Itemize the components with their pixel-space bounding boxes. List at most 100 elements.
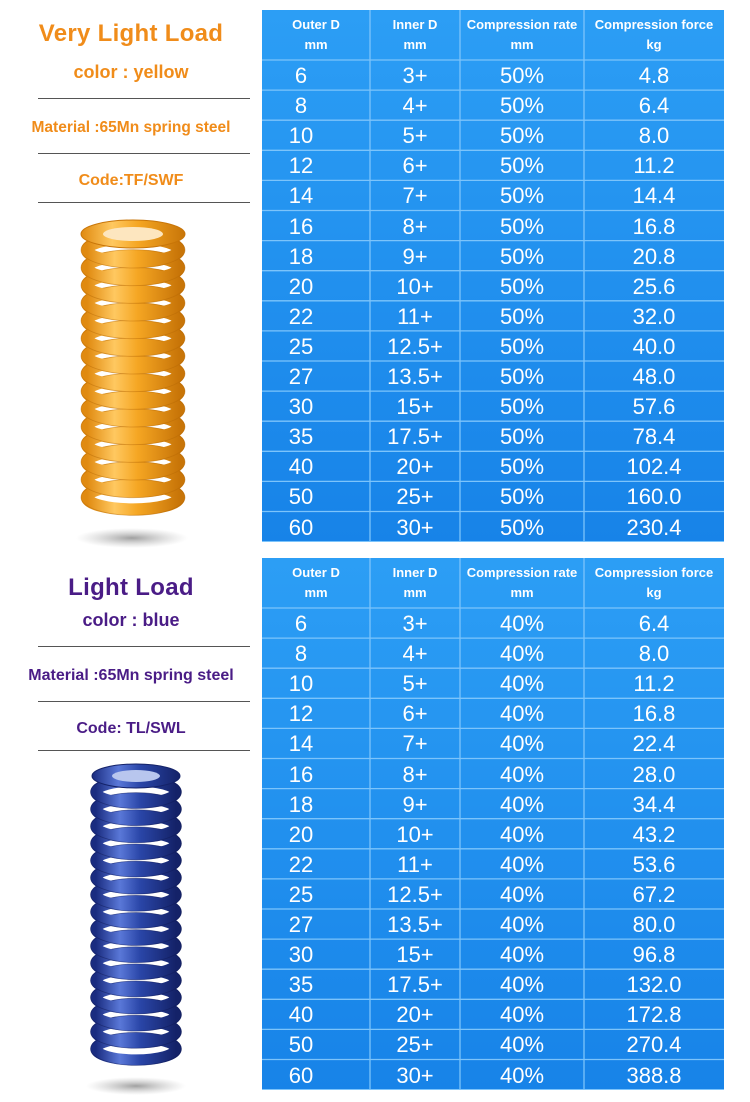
cell-compression-force: 78.4 — [632, 424, 676, 450]
cell-outer-d: 40 — [288, 1002, 314, 1028]
cell-compression-force: 80.0 — [632, 912, 676, 937]
table-row: 40 20+ 40% 172.8 — [262, 999, 724, 1029]
color-label: color : yellow — [73, 62, 189, 82]
cell-inner-d: 11+ — [397, 851, 433, 877]
cell-compression-force: 8.0 — [638, 641, 670, 667]
cell-compression-rate: 40% — [499, 942, 545, 968]
blue-spring-image — [86, 763, 186, 1095]
column-header-unit: mm — [403, 585, 427, 600]
cell-compression-force: 4.8 — [638, 63, 670, 88]
cell-compression-rate: 50% — [499, 153, 545, 179]
table-background — [262, 10, 724, 542]
cell-outer-d: 14 — [288, 731, 314, 757]
cell-outer-d: 18 — [288, 791, 314, 817]
spring-coil — [81, 461, 185, 498]
cell-outer-d: 18 — [288, 243, 314, 269]
column-header-inner-d: Inner D mm — [370, 15, 460, 55]
cell-outer-d: 20 — [288, 821, 314, 847]
cell-inner-d: 5+ — [402, 123, 428, 149]
cell-compression-rate: 50% — [499, 484, 545, 510]
cell-inner-d: 30+ — [396, 1062, 434, 1088]
divider — [38, 202, 250, 203]
cell-compression-rate: 50% — [499, 183, 545, 209]
table-row: 8 4+ 40% 8.0 — [262, 638, 724, 668]
cell-compression-force: 48.0 — [632, 364, 676, 389]
cell-outer-d: 40 — [288, 454, 314, 480]
cell-outer-d: 12 — [288, 701, 314, 727]
cell-compression-rate: 40% — [499, 1062, 545, 1088]
cell-compression-force: 102.4 — [626, 454, 682, 480]
table-row: 22 11+ 40% 53.6 — [262, 849, 724, 879]
cell-inner-d: 5+ — [402, 671, 428, 697]
column-header-compression-rate: Compression rate mm — [460, 15, 584, 55]
cell-compression-rate: 50% — [499, 93, 545, 119]
table-row: 27 13.5+ 50% 48.0 — [262, 361, 724, 391]
table-row: 16 8+ 50% 16.8 — [262, 211, 724, 241]
table-row: 14 7+ 40% 22.4 — [262, 728, 724, 758]
column-header-unit: mm — [304, 37, 328, 52]
table-row: 35 17.5+ 50% 78.4 — [262, 421, 724, 451]
table-row: 10 5+ 50% 8.0 — [262, 120, 724, 150]
table-row: 50 25+ 40% 270.4 — [262, 1029, 724, 1059]
cell-compression-rate: 50% — [499, 273, 545, 299]
spring-coil — [81, 302, 185, 339]
spring-coil-edge — [90, 963, 182, 998]
table-row: 40 20+ 50% 102.4 — [262, 451, 724, 481]
cell-inner-d: 10+ — [396, 273, 434, 299]
column-header-outer-d: Outer D mm — [262, 15, 370, 55]
cell-compression-force: 40.0 — [632, 333, 676, 359]
table-row: 60 30+ 50% 230.4 — [262, 512, 724, 542]
spring-coil — [81, 355, 185, 392]
cell-compression-rate: 40% — [499, 912, 545, 937]
table-row: 18 9+ 50% 20.8 — [262, 241, 724, 271]
spring-coil-edge — [90, 894, 182, 929]
cell-inner-d: 25+ — [396, 484, 434, 510]
column-header-compression-rate: Compression rate mm — [460, 563, 584, 603]
cell-compression-force: 230.4 — [626, 514, 682, 540]
cell-compression-force: 14.4 — [632, 183, 676, 209]
cell-inner-d: 20+ — [396, 1002, 434, 1028]
cell-compression-rate: 50% — [499, 424, 545, 450]
spring-coil-edge — [90, 997, 182, 1032]
column-header-label: Outer D — [292, 565, 340, 580]
code-label: Code:TF/SWF — [78, 172, 184, 189]
cell-outer-d: 30 — [288, 942, 314, 968]
column-header-label: Inner D — [392, 17, 438, 32]
cell-outer-d: 8 — [294, 641, 308, 667]
cell-inner-d: 30+ — [396, 514, 434, 540]
light-load-panel: Light Load color : blue Material :65Mn s… — [0, 548, 750, 1102]
spring-coil — [81, 444, 185, 480]
spring-coil — [81, 408, 185, 445]
spring-coil-edge — [90, 1031, 182, 1066]
cell-compression-rate: 40% — [499, 761, 545, 787]
column-header-unit: kg — [646, 585, 662, 600]
spring-coil — [81, 391, 185, 427]
column-header-label: Outer D — [292, 17, 340, 32]
spring-coil — [81, 479, 185, 516]
cell-inner-d: 9+ — [402, 791, 428, 817]
cell-inner-d: 8+ — [402, 213, 428, 239]
divider — [38, 750, 250, 751]
cell-outer-d: 6 — [294, 63, 308, 88]
spring-coil-edge — [90, 946, 182, 981]
table-row: 6 3+ 50% 4.8 — [262, 60, 724, 90]
spring-coil — [81, 267, 185, 304]
cell-inner-d: 7+ — [402, 183, 428, 209]
cell-inner-d: 13.5+ — [387, 364, 443, 389]
spring-coil — [81, 320, 185, 357]
divider — [38, 153, 250, 154]
table-row: 25 12.5+ 40% 67.2 — [262, 879, 724, 909]
cell-inner-d: 6+ — [402, 153, 428, 179]
spring-coil — [81, 338, 185, 374]
cell-inner-d: 8+ — [402, 761, 428, 787]
cell-outer-d: 10 — [288, 123, 314, 149]
spring-coil-edge — [90, 809, 182, 844]
table-row: 30 15+ 50% 57.6 — [262, 391, 724, 421]
cell-compression-rate: 50% — [499, 213, 545, 239]
cell-outer-d: 25 — [288, 881, 314, 907]
material-label: Material :65Mn spring steel — [28, 667, 234, 684]
cell-compression-force: 34.4 — [632, 791, 676, 817]
material-label: Material :65Mn spring steel — [31, 119, 231, 136]
column-header-label: Compression force — [594, 565, 714, 580]
table-row: 12 6+ 50% 11.2 — [262, 150, 724, 180]
